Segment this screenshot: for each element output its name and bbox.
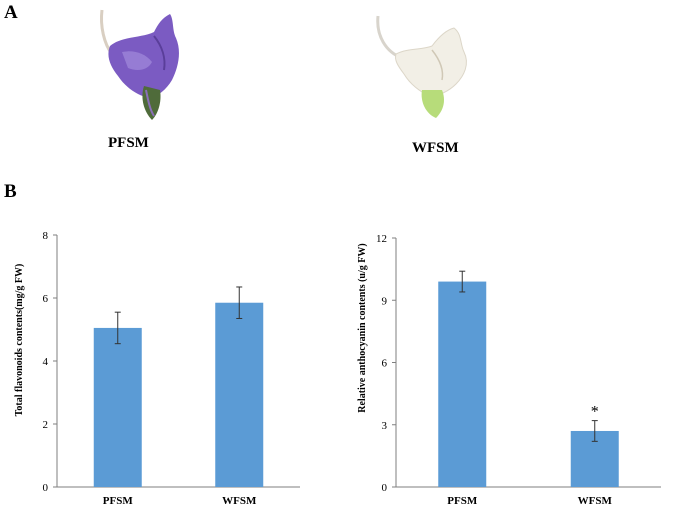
y-axis-label: Total flavonoids contents(mg/g FW) <box>14 264 25 417</box>
y-tick-label: 9 <box>382 295 388 307</box>
panel-a-letter: A <box>4 2 18 23</box>
wfsm-image-label: WFSM <box>412 140 459 156</box>
y-tick-label: 4 <box>43 356 49 368</box>
x-tick-label: WFSM <box>222 495 257 505</box>
y-tick-label: 3 <box>382 420 388 432</box>
y-tick-label: 6 <box>382 358 388 370</box>
white-flower-image <box>376 15 467 118</box>
y-tick-label: 8 <box>43 230 49 242</box>
x-tick-label: PFSM <box>103 495 134 505</box>
x-tick-label: PFSM <box>447 495 478 505</box>
y-tick-label: 6 <box>43 293 49 305</box>
bar-pfsm <box>438 281 487 487</box>
bar-wfsm <box>215 302 264 487</box>
y-tick-label: 0 <box>43 482 49 494</box>
y-tick-label: 2 <box>43 419 49 431</box>
bar-pfsm <box>93 327 142 487</box>
y-tick-label: 0 <box>382 482 388 494</box>
significance-marker: * <box>591 404 599 421</box>
purple-flower-image <box>100 9 179 120</box>
y-axis-label: Relative anthocyanin contents (u/g FW) <box>357 243 368 412</box>
pfsm-image-label: PFSM <box>108 135 149 151</box>
y-tick-label: 12 <box>376 233 387 245</box>
panel-b-letter: B <box>4 181 17 202</box>
x-tick-label: WFSM <box>578 495 613 505</box>
